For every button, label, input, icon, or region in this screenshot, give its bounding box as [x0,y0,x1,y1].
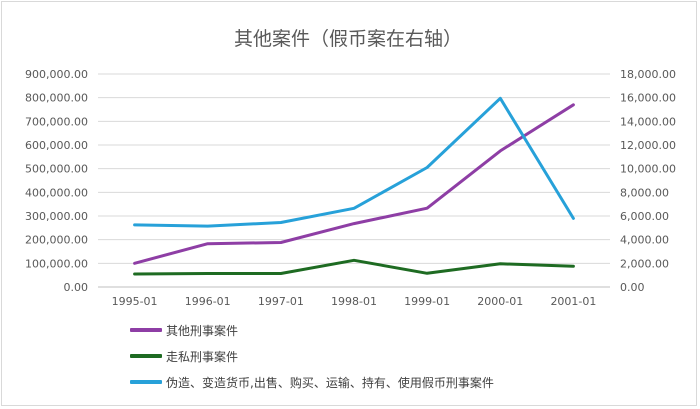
right-tick-label: 18,000.00 [620,68,676,81]
series-line-2 [133,96,575,228]
right-tick-label: 6,000.00 [620,210,669,223]
left-tick-label: 0.00 [64,281,89,294]
left-tick-label: 500,000.00 [25,163,88,176]
right-tick-label: 12,000.00 [620,139,676,152]
left-tick-label: 800,000.00 [25,92,88,105]
left-tick-label: 400,000.00 [25,186,88,199]
chart-title: 其他案件（假币案在右轴） [234,28,462,50]
legend-label: 其他刑事案件 [166,323,239,338]
legend-item-smuggling-criminal-cases: 走私刑事案件 [130,346,494,366]
x-tick-label: 1995-01 [112,295,158,308]
x-tick-label: 1998-01 [331,295,377,308]
legend-swatch [130,380,162,384]
left-tick-label: 200,000.00 [25,234,88,247]
legend-label: 走私刑事案件 [166,349,239,364]
left-tick-label: 100,000.00 [25,257,88,270]
legend: 其他刑事案件 走私刑事案件 伪造、变造货币,出售、购买、运输、持有、使用假币刑事… [130,320,494,398]
right-tick-label: 8,000.00 [620,186,669,199]
right-tick-label: 14,000.00 [620,115,676,128]
right-tick-label: 10,000.00 [620,163,676,176]
legend-item-counterfeit-currency-cases: 伪造、变造货币,出售、购买、运输、持有、使用假币刑事案件 [130,372,494,392]
right-tick-label: 2,000.00 [620,257,669,270]
legend-swatch [130,354,162,358]
x-tick-label: 1997-01 [258,295,304,308]
legend-item-other-criminal-cases: 其他刑事案件 [130,320,494,340]
x-tick-label: 2000-01 [477,295,523,308]
left-tick-label: 300,000.00 [25,210,88,223]
legend-label: 伪造、变造货币,出售、购买、运输、持有、使用假币刑事案件 [166,375,494,390]
x-tick-label: 1999-01 [404,295,450,308]
left-tick-label: 700,000.00 [25,115,88,128]
left-tick-label: 900,000.00 [25,68,88,81]
right-tick-label: 0.00 [620,281,645,294]
legend-swatch [130,328,162,332]
series-line-0 [133,103,575,265]
x-axis-ticks: 1995-01 1996-01 1997-01 1998-01 1999-01 2000-… [112,295,597,308]
right-tick-label: 4,000.00 [620,234,669,247]
left-axis-ticks: 0.00 100,000.00 200,000.00 300,000.00 400,00… [25,68,88,294]
right-tick-label: 16,000.00 [620,92,676,105]
series-lines [133,96,575,276]
x-tick-label: 1996-01 [185,295,231,308]
series-line-1 [133,258,575,276]
right-axis-ticks: 0.00 2,000.00 4,000.00 6,000.00 8,000.00 10,0… [620,68,676,294]
left-tick-label: 600,000.00 [25,139,88,152]
gridlines [98,73,610,288]
x-tick-label: 2001-01 [550,295,596,308]
